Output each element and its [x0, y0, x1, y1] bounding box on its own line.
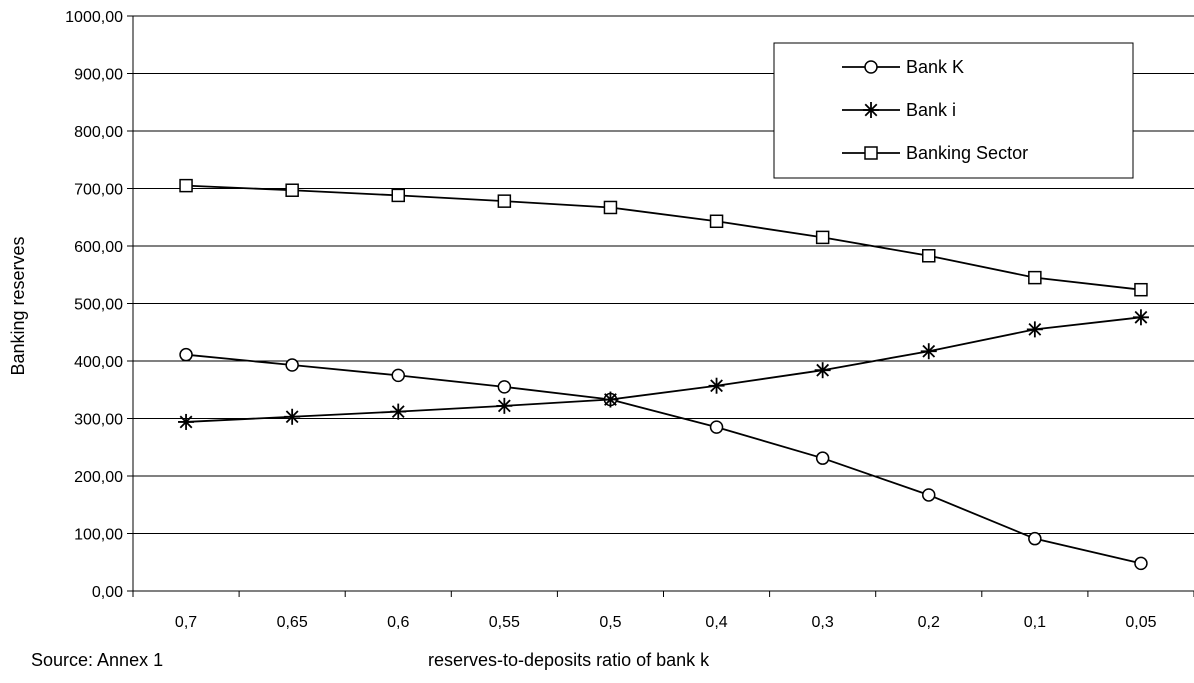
grid-lines	[133, 15, 1194, 534]
asterisk-stroke	[391, 405, 405, 418]
data-point-circle	[391, 368, 405, 383]
series-line	[186, 184, 1142, 291]
data-point-circle	[497, 380, 512, 394]
asterisk-stroke	[864, 103, 878, 117]
series-bank-i	[178, 309, 1149, 430]
data-point-square	[815, 230, 830, 245]
y-tick-label: 900,00	[74, 67, 123, 84]
x-tick-label: 0,6	[387, 614, 409, 631]
y-axis-title: Banking reserves	[8, 236, 28, 375]
data-point-square	[285, 183, 299, 197]
series-line	[186, 316, 1142, 423]
y-tick-labels: 0,00 100,00 200,00 300,00 400,00 500,00 600,00…	[65, 9, 123, 601]
y-tick-label: 800,00	[74, 124, 123, 141]
y-tick-label: 600,00	[74, 239, 123, 256]
y-tick-label: 1000,00	[65, 9, 123, 26]
series-line	[185, 353, 1142, 565]
data-point-asterisk	[390, 403, 407, 420]
y-tick-label: 400,00	[74, 354, 123, 371]
legend-label: Banking Sector	[906, 143, 1028, 163]
data-point-asterisk	[496, 397, 513, 414]
y-tick-label: 0,00	[92, 584, 123, 601]
x-tick-label: 0,65	[277, 614, 308, 631]
data-point-square	[603, 200, 618, 215]
y-tick-label: 500,00	[74, 297, 123, 314]
data-point-asterisk	[178, 413, 195, 430]
asterisk-stroke	[179, 415, 193, 429]
asterisk-stroke	[1028, 322, 1042, 336]
asterisk-stroke	[497, 399, 511, 413]
x-tick-label: 0,5	[599, 614, 621, 631]
data-point-square	[391, 188, 405, 203]
x-axis-title: reserves-to-deposits ratio of bank k	[428, 650, 710, 670]
data-point-square	[497, 194, 512, 208]
x-tick-label: 0,55	[489, 614, 520, 631]
axes	[127, 15, 1194, 597]
data-point-asterisk	[863, 102, 879, 118]
legend-label: Bank i	[906, 100, 956, 120]
legend-item: Banking Sector	[842, 143, 1028, 163]
x-tick-labels: 0,7 0,65 0,6 0,55 0,5 0,4 0,3 0,2 0,1 0,05	[175, 614, 1157, 631]
data-point-circle	[922, 488, 936, 502]
data-point-circle	[1028, 531, 1042, 546]
series-group	[178, 178, 1149, 571]
x-tick-label: 0,7	[175, 614, 197, 631]
source-note: Source: Annex 1	[31, 650, 163, 670]
data-point-asterisk	[1026, 321, 1043, 338]
x-tick-label: 0,1	[1024, 614, 1046, 631]
data-point-square	[864, 146, 878, 160]
y-tick-label: 700,00	[74, 182, 123, 199]
x-tick-label: 0,4	[705, 614, 727, 631]
series-bank-k	[179, 347, 1148, 571]
data-point-square	[709, 214, 724, 229]
legend-item: Bank i	[842, 100, 956, 120]
asterisk-stroke	[285, 410, 299, 424]
y-tick-label: 300,00	[74, 412, 123, 429]
data-point-asterisk	[284, 408, 301, 425]
series-banking-sector	[179, 178, 1148, 297]
data-point-asterisk	[602, 391, 619, 408]
legend-box	[773, 42, 1134, 179]
data-point-circle	[709, 420, 724, 434]
legend-item: Bank K	[842, 57, 964, 77]
y-tick-label: 100,00	[74, 527, 123, 544]
data-point-asterisk	[1132, 309, 1149, 326]
legend-label: Bank K	[906, 57, 964, 77]
asterisk-stroke	[816, 363, 830, 377]
y-tick-label: 200,00	[74, 469, 123, 486]
data-point-circle	[179, 347, 193, 362]
data-point-circle	[285, 358, 299, 372]
x-tick-label: 0,3	[812, 614, 834, 631]
x-tick-label: 0,2	[918, 614, 940, 631]
data-point-square	[1134, 282, 1148, 297]
data-point-circle	[1134, 556, 1148, 571]
asterisk-stroke	[710, 379, 723, 393]
data-point-square	[1028, 270, 1042, 285]
data-point-square	[179, 178, 193, 193]
data-point-circle	[815, 451, 830, 465]
x-tick-label: 0,05	[1125, 614, 1156, 631]
asterisk-stroke	[922, 344, 936, 358]
data-point-circle	[864, 60, 878, 74]
asterisk-stroke	[1134, 310, 1148, 324]
data-point-asterisk	[814, 362, 831, 379]
legend: Bank K Bank i Banking Sector	[773, 42, 1134, 179]
asterisk-stroke	[604, 393, 617, 406]
data-point-asterisk	[708, 377, 725, 394]
data-point-asterisk	[920, 343, 937, 360]
data-point-square	[922, 249, 936, 263]
